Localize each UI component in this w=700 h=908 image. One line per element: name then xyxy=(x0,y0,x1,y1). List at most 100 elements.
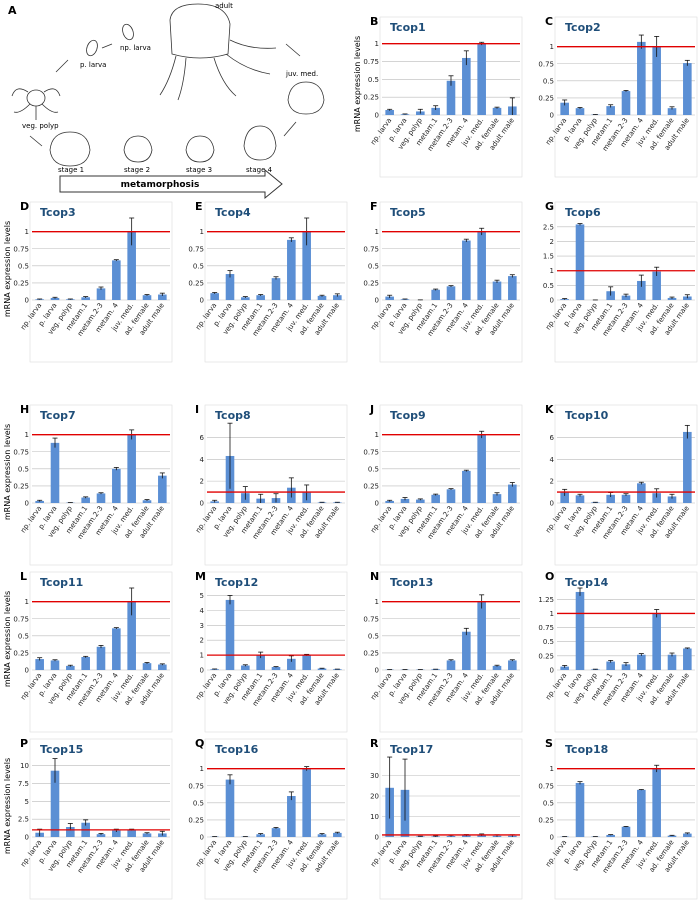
bar xyxy=(683,648,692,670)
chart-frame xyxy=(29,738,173,900)
larva-sketch xyxy=(122,23,134,41)
y-tick-label: 0 xyxy=(25,667,29,675)
bar xyxy=(302,231,311,300)
bar xyxy=(225,274,235,300)
chart-frame xyxy=(379,404,523,566)
chart-frame xyxy=(204,404,348,566)
y-tick-label: 0.75 xyxy=(538,782,554,790)
label: stage 4 xyxy=(246,166,273,174)
bar xyxy=(50,297,60,300)
adult-sketch xyxy=(169,3,231,59)
bar xyxy=(35,659,44,670)
bar xyxy=(271,828,281,837)
y-tick-label: 2.5 xyxy=(543,223,554,231)
y-tick-label: 0.25 xyxy=(363,279,379,287)
y-tick-label: 0.75 xyxy=(188,782,204,790)
chart-title: Tcop6 xyxy=(565,206,601,219)
panel-letter: J xyxy=(369,403,374,416)
chart-title: Tcop2 xyxy=(565,21,601,34)
y-tick-label: 0 xyxy=(200,500,204,508)
y-tick-label: 0.5 xyxy=(543,638,554,646)
x-tick-label: np. larva xyxy=(19,505,43,535)
chart-frame xyxy=(554,201,698,363)
bar xyxy=(652,46,661,115)
bar xyxy=(317,668,327,670)
panel-letter: F xyxy=(370,200,378,213)
y-tick-label: 0.75 xyxy=(538,60,554,68)
x-tick-label: np. larva xyxy=(369,839,393,869)
bar xyxy=(317,502,327,503)
y-tick-label: 1 xyxy=(375,598,379,606)
bar xyxy=(96,493,106,503)
y-tick-label: 0 xyxy=(550,500,554,508)
y-axis-label: mRNA expression levels xyxy=(3,424,12,520)
bar xyxy=(683,833,692,837)
bar xyxy=(446,489,456,503)
bar xyxy=(66,827,75,837)
arrow xyxy=(285,43,301,57)
y-tick-label: 5 xyxy=(200,592,204,600)
stage-sketches xyxy=(49,125,277,167)
bar xyxy=(431,669,440,670)
bar xyxy=(256,295,265,300)
chart-frame xyxy=(379,201,523,363)
label: stage 3 xyxy=(186,166,212,174)
bar xyxy=(637,789,646,837)
bar xyxy=(96,646,106,670)
y-tick-label: 1 xyxy=(375,40,379,48)
panel-letter: S xyxy=(545,737,553,750)
bar xyxy=(683,431,692,503)
x-tick-label: np. larva xyxy=(194,505,218,535)
y-tick-label: 2 xyxy=(550,238,554,246)
chart-frame xyxy=(554,571,698,733)
bar xyxy=(35,500,44,503)
y-tick-label: 1 xyxy=(550,765,554,773)
bar xyxy=(400,498,410,503)
bar xyxy=(477,601,486,670)
y-tick-label: 0.25 xyxy=(363,482,379,490)
bar xyxy=(492,665,502,670)
bar xyxy=(575,108,585,115)
larva-sketch xyxy=(86,39,98,57)
bar xyxy=(431,107,440,115)
x-tick-label: np. larva xyxy=(19,672,43,702)
bar xyxy=(385,500,394,503)
y-tick-label: 1.5 xyxy=(543,253,554,261)
arrow xyxy=(55,59,69,73)
y-tick-label: 0.25 xyxy=(363,649,379,657)
bar xyxy=(317,295,327,300)
panel-letter: D xyxy=(20,200,29,213)
bar xyxy=(127,829,136,837)
bar xyxy=(606,494,615,503)
y-tick-label: 0.75 xyxy=(363,58,379,66)
bar xyxy=(667,654,677,670)
bar xyxy=(637,41,646,116)
bar xyxy=(462,631,471,670)
panel-letter: E xyxy=(195,200,203,213)
y-tick-label: 0.5 xyxy=(543,282,554,290)
y-tick-label: 10 xyxy=(20,762,29,770)
stage-sketch xyxy=(49,131,91,167)
bar xyxy=(575,783,585,837)
label: p. larva xyxy=(80,61,106,69)
y-tick-label: 0 xyxy=(200,667,204,675)
bar xyxy=(210,293,219,300)
y-tick-label: 0 xyxy=(375,297,379,305)
bar xyxy=(575,591,585,670)
bar xyxy=(241,297,250,300)
chart-frame xyxy=(204,201,348,363)
chart-title: Tcop9 xyxy=(390,409,426,422)
bar xyxy=(492,494,502,503)
x-tick-label: np. larva xyxy=(19,839,43,869)
y-tick-label: 1 xyxy=(25,228,29,236)
bar xyxy=(591,502,600,503)
chart-frame xyxy=(29,571,173,733)
y-tick-label: 2 xyxy=(550,478,554,486)
chart-frame xyxy=(379,16,523,178)
